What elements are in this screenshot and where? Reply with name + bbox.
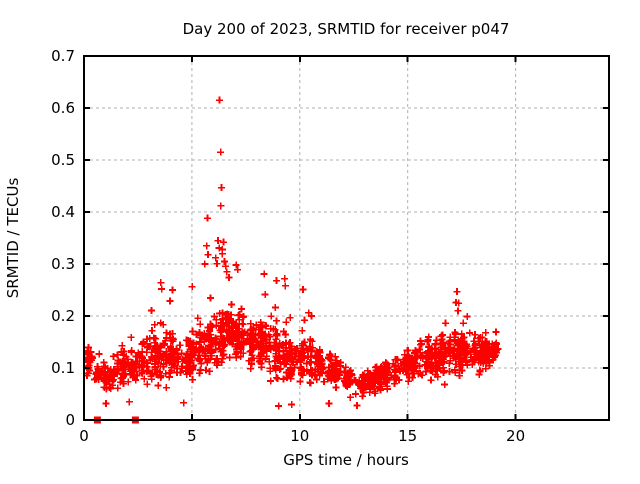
x-tick-label: 15 (398, 427, 417, 445)
x-tick-label: 5 (187, 427, 197, 445)
y-tick-label: 0.6 (51, 99, 75, 117)
axes-frame (83, 55, 610, 421)
srmtid-plus-markers (83, 96, 502, 410)
x-axis-label: GPS time / hours (283, 451, 409, 469)
y-axis-label: SRMTID / TECUs (4, 178, 22, 299)
y-tick-label: 0 (65, 411, 75, 429)
x-tick-label: 0 (79, 427, 89, 445)
y-tick-label: 0.2 (51, 307, 75, 325)
x-tick-label: 20 (506, 427, 525, 445)
y-tick-label: 0.4 (51, 203, 75, 221)
y-tick-label: 0.3 (51, 255, 75, 273)
y-tick-label: 0.7 (51, 47, 75, 65)
y-tick-label: 0.5 (51, 151, 75, 169)
y-tick-label: 0.1 (51, 359, 75, 377)
chart-title: Day 200 of 2023, SRMTID for receiver p04… (183, 20, 510, 38)
grid-lines (84, 56, 609, 420)
gridlines (84, 56, 609, 420)
x-tick-label: 10 (290, 427, 309, 445)
tick-labels: 0 5 10 15 20 0 0.1 0.2 0.3 0.4 0.5 0.6 0.7 (51, 47, 525, 445)
plot-frame (83, 55, 610, 421)
